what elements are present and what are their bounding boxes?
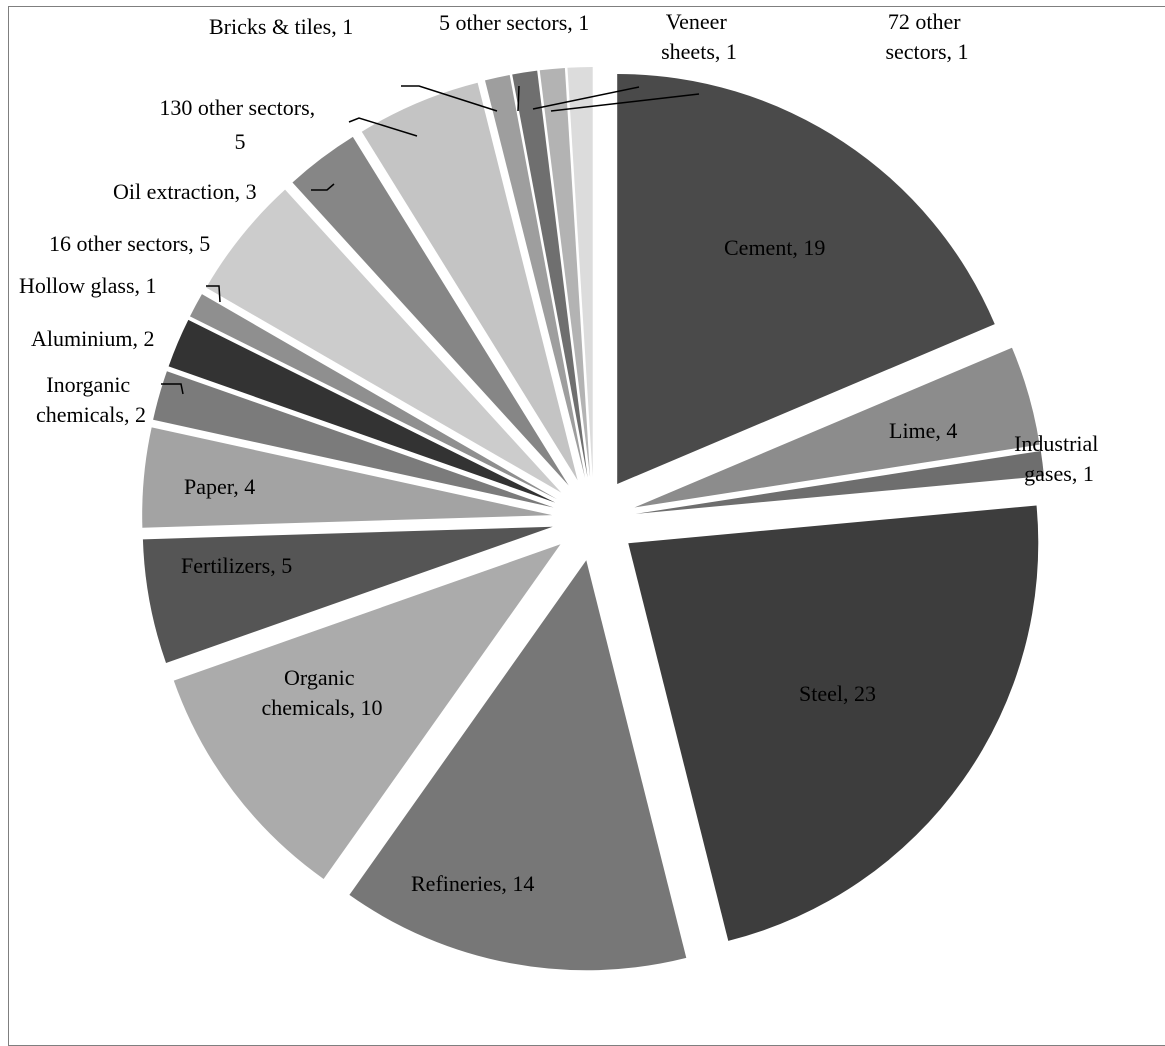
pie-slice-72-other-sectors	[567, 67, 593, 478]
slice-label-cement: Cement, 19	[724, 235, 825, 260]
leader-line-bricks-tiles	[401, 85, 498, 112]
pie-slice-lime	[634, 347, 1040, 508]
slice-label-72-other-sectors-line2: sectors, 1	[885, 39, 968, 64]
slice-label-veneer-sheets: Veneer sheets, 1	[661, 9, 737, 64]
slice-label-fertilizers: Fertilizers, 5	[181, 553, 292, 578]
slice-label-72-other-sectors: 72 other sectors, 1	[885, 9, 968, 64]
slice-label-130-other-sectors-line1: 130 other sectors,	[159, 95, 315, 120]
slice-label-refineries: Refineries, 14	[411, 871, 534, 896]
pie-slice-hollow-glass	[189, 294, 558, 500]
slice-labels: Cement, 19 Lime, 4 Industrial gases, 1 S…	[19, 9, 1104, 896]
slice-label-organic-chemicals: Organic chemicals, 10	[262, 665, 383, 720]
pie-slice-refineries	[349, 560, 687, 971]
pie-slice-fertilizers	[142, 526, 553, 663]
slice-label-lime: Lime, 4	[889, 418, 957, 443]
leader-line-inorganic-chemicals	[161, 383, 184, 395]
slice-label-organic-chemicals-line2: chemicals, 10	[262, 695, 383, 720]
slice-label-bricks-tiles: Bricks & tiles, 1	[209, 14, 353, 39]
pie-slices	[142, 67, 1044, 971]
leader-line-hollow-glass	[206, 285, 221, 303]
slice-label-130-other-sectors-line2: 5	[235, 129, 246, 154]
slice-label-industrial-gases: Industrial gases, 1	[1014, 431, 1104, 486]
slice-label-5-other-sectors: 5 other sectors, 1	[439, 10, 589, 35]
pie-slice-industrial-gases	[635, 450, 1044, 514]
slice-label-industrial-gases-line2: gases, 1	[1024, 461, 1094, 486]
slice-label-organic-chemicals-line1: Organic	[284, 665, 355, 690]
slice-label-paper: Paper, 4	[184, 474, 255, 499]
slice-label-130-other-sectors: 130 other sectors, 5	[159, 95, 320, 154]
leader-line-oil-extraction	[311, 183, 335, 191]
pie-slice-130-other-sectors	[361, 82, 578, 481]
pie-slice-paper	[142, 427, 553, 528]
leader-line-72-other-sectors	[550, 93, 700, 112]
pie-slice-cement	[617, 73, 995, 484]
slice-label-veneer-sheets-line1: Veneer	[666, 9, 728, 34]
pie-chart: Cement, 19 Lime, 4 Industrial gases, 1 S…	[19, 9, 1104, 971]
slice-label-72-other-sectors-line1: 72 other	[888, 9, 961, 34]
chart-frame: Cement, 19 Lime, 4 Industrial gases, 1 S…	[8, 6, 1165, 1046]
leader-line-veneer-sheets	[532, 86, 640, 110]
pie-slice-5-other-sectors	[512, 70, 588, 478]
slice-label-oil-extraction: Oil extraction, 3	[113, 179, 257, 204]
pie-slice-16-other-sectors	[206, 189, 562, 493]
slice-label-inorganic-chemicals-line1: Inorganic	[46, 372, 130, 397]
pie-slice-oil-extraction	[292, 136, 569, 486]
pie-slice-inorganic-chemicals	[153, 371, 554, 508]
slice-label-aluminium: Aluminium, 2	[31, 326, 154, 351]
slice-label-inorganic-chemicals: Inorganic chemicals, 2	[36, 372, 146, 427]
leader-lines	[161, 85, 700, 395]
pie-slice-organic-chemicals	[173, 544, 561, 879]
slice-label-industrial-gases-line1: Industrial	[1014, 431, 1098, 456]
pie-slice-veneer-sheets	[539, 67, 591, 478]
slice-label-veneer-sheets-line2: sheets, 1	[661, 39, 737, 64]
leader-line-5-other-sectors	[517, 85, 520, 112]
slice-label-hollow-glass: Hollow glass, 1	[19, 273, 157, 298]
pie-slice-aluminium	[168, 319, 556, 503]
slice-label-inorganic-chemicals-line2: chemicals, 2	[36, 402, 146, 427]
leader-line-130-other-sectors	[348, 117, 418, 137]
pie-slice-steel	[628, 505, 1039, 941]
slice-label-steel: Steel, 23	[799, 681, 876, 706]
pie-slice-bricks-tiles	[485, 74, 586, 478]
slice-label-16-other-sectors: 16 other sectors, 5	[49, 231, 210, 256]
